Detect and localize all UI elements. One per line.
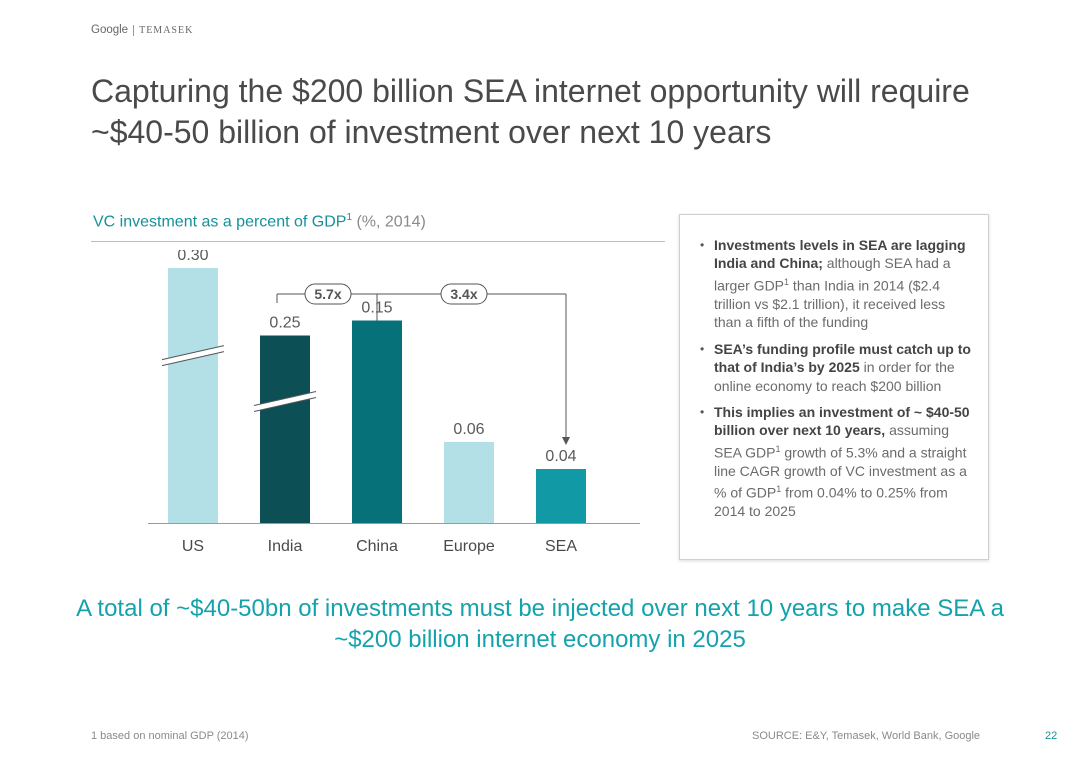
slide-title: Capturing the $200 billion SEA internet …: [91, 73, 970, 150]
key-point-text: from 0.04% to 0.25% from 2014 to 2025: [714, 484, 948, 520]
google-logo: Google: [91, 24, 129, 36]
key-point-text: although SEA had a larger GDP: [714, 255, 951, 294]
chart-title-rule: [91, 241, 665, 242]
logo-divider: [133, 24, 135, 36]
axis-break-line: [253, 397, 317, 412]
axis-break-gap: [254, 391, 316, 412]
page-number: 22: [1045, 730, 1058, 742]
key-point-text: in order for the online economy to reach…: [714, 359, 955, 394]
category-label-india: India: [268, 538, 303, 555]
key-point-3: This implies an investment of ~ $40-50 b…: [700, 403, 974, 521]
bar-us: [168, 268, 218, 523]
key-point-text: assuming SEA GDP: [714, 422, 949, 461]
multiplier-pill: [440, 283, 488, 305]
category-label-sea: SEA: [545, 538, 577, 555]
multiplier-label: 5.7x: [314, 286, 341, 302]
axis-break-gap: [162, 345, 224, 366]
value-label-europe: 0.06: [453, 421, 484, 438]
bar-chart: 0.30US0.25India0.15China0.06Europe0.04SE…: [148, 250, 640, 555]
chart-title-sup: 1: [346, 212, 353, 223]
key-point-text: growth of 5.3% and a straight line CAGR …: [714, 444, 967, 501]
chart-title: VC investment as a percent of GDP1 (%, 2…: [93, 212, 426, 231]
source-note: SOURCE: E&Y, Temasek, World Bank, Google: [752, 730, 981, 742]
category-label-china: China: [356, 538, 398, 555]
brand-logos: Google TEMASEK: [91, 24, 193, 36]
axis-break-line: [161, 345, 225, 361]
annotation-arrowhead: [562, 437, 570, 445]
value-label-india: 0.25: [269, 315, 300, 332]
value-label-sea: 0.04: [545, 448, 576, 465]
key-point-emphasis: Investments levels in SEA are lagging In…: [714, 237, 966, 272]
bar-sea: [536, 469, 586, 523]
multiplier-pill: [304, 283, 352, 305]
footnote-marker: 1: [784, 276, 790, 287]
multiplier-label: 3.4x: [450, 286, 477, 302]
category-label-europe: Europe: [443, 538, 495, 555]
key-points-list: Investments levels in SEA are lagging In…: [680, 215, 988, 521]
footnote: 1 based on nominal GDP (2014): [91, 730, 249, 742]
category-label-us: US: [182, 538, 204, 555]
key-points-box: Investments levels in SEA are lagging In…: [679, 214, 989, 560]
key-point-1: Investments levels in SEA are lagging In…: [700, 236, 974, 332]
axis-break-line: [161, 351, 225, 367]
value-label-us: 0.30: [177, 250, 208, 264]
takeaway-text: A total of ~$40-50bn of investments must…: [76, 595, 1004, 653]
key-point-emphasis: SEA’s funding profile must catch up to t…: [714, 340, 971, 376]
footnote-marker: 1: [776, 484, 782, 495]
key-point-2: SEA’s funding profile must catch up to t…: [700, 340, 974, 395]
footnote-marker: 1: [775, 443, 781, 454]
key-point-text: than India in 2014 ($2.4 trillion vs $2.…: [714, 277, 946, 331]
temasek-logo: TEMASEK: [139, 24, 194, 36]
axis-break-line: [253, 391, 317, 406]
bar-europe: [444, 442, 494, 523]
chart-title-unit: (%, 2014): [352, 213, 426, 231]
bar-india: [260, 335, 310, 523]
bar-china: [352, 320, 402, 523]
key-point-emphasis: This implies an investment of ~ $40-50 b…: [714, 403, 970, 439]
chart-title-main: VC investment as a percent of GDP: [93, 213, 347, 231]
